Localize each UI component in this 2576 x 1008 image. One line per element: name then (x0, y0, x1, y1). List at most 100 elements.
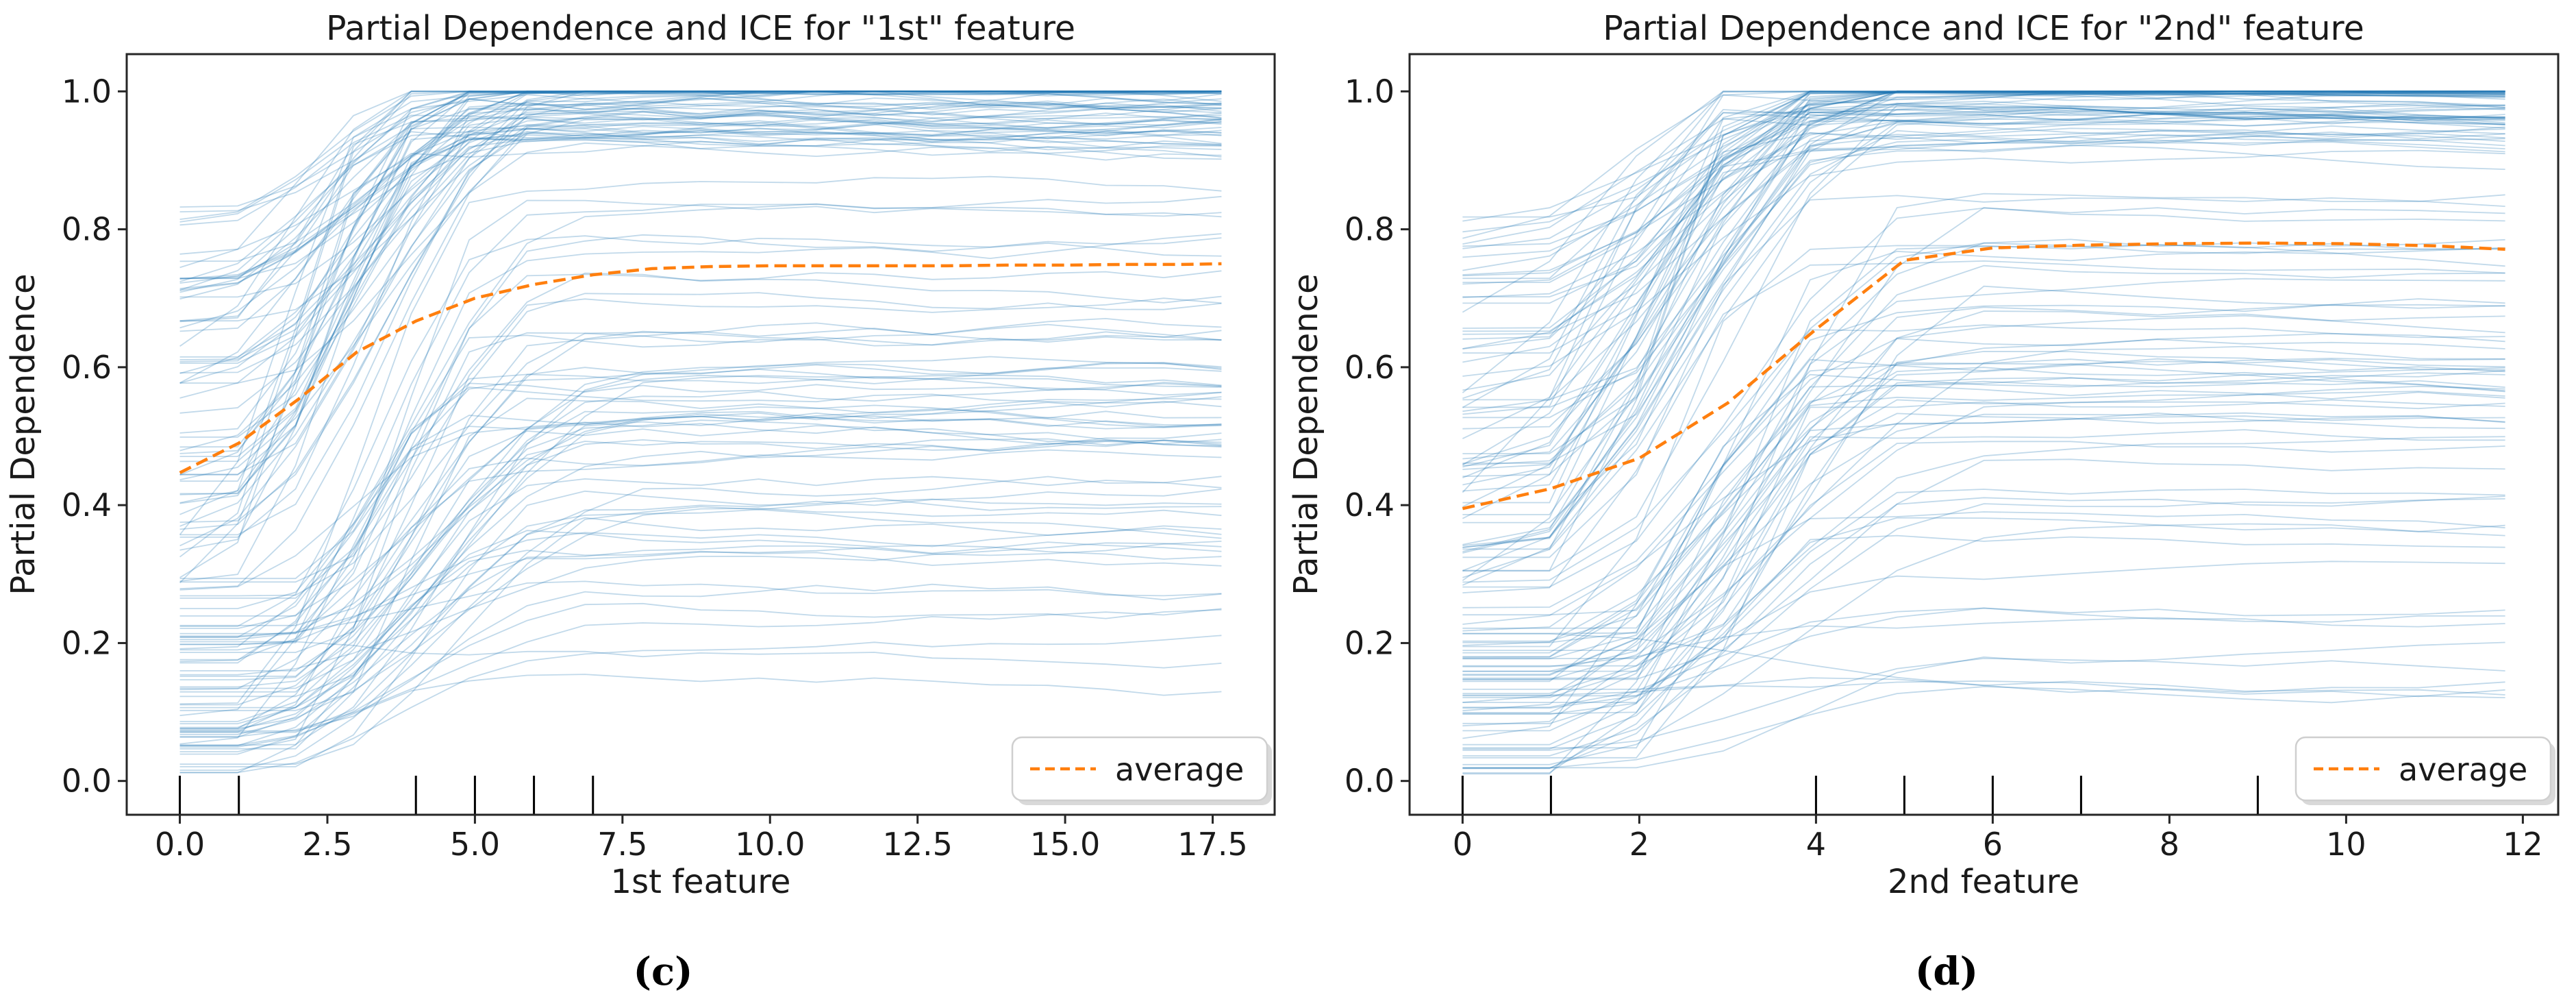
y-tick-label: 0.8 (62, 211, 112, 248)
ice-curve (179, 114, 1222, 226)
ice-curve (179, 175, 1222, 705)
ice-curve (179, 90, 1222, 448)
ice-curve (179, 374, 1222, 629)
ice-curve (1462, 90, 2505, 393)
ice-curve (1462, 92, 2505, 486)
rug-marks (179, 776, 595, 815)
ice-curve (179, 116, 1222, 527)
ice-curve (1462, 100, 2505, 391)
ice-curve (179, 124, 1222, 584)
ice-curve (1462, 90, 2505, 258)
ice-curve (179, 90, 1222, 280)
ice-curve (1462, 101, 2505, 222)
ice-curve (1462, 90, 2505, 363)
ice-curve (1462, 413, 2505, 698)
ice-curve (1462, 304, 2505, 683)
ice-curve (1462, 358, 2505, 672)
ice-curve (179, 130, 1222, 504)
ice-curve (1462, 106, 2505, 245)
ice-curve (179, 95, 1222, 476)
ice-curve (1462, 498, 2505, 757)
ice-curve (179, 541, 1222, 641)
ice-curve (179, 432, 1222, 724)
ice-curve (1462, 534, 2505, 703)
ice-curve (1462, 107, 2505, 332)
y-tick-label: 0.6 (62, 349, 112, 386)
ice-curve (179, 117, 1222, 284)
subfigure-caption-d: (d) (1915, 949, 1978, 994)
ice-curve (1462, 90, 2505, 460)
ice-curve (1462, 90, 2505, 468)
ice-curve (1462, 561, 2505, 724)
ice-curve (1462, 90, 2505, 466)
ice-curve (179, 373, 1222, 745)
ice-curve (179, 517, 1222, 733)
ice-curve (1462, 107, 2505, 493)
y-axis-ticks: 0.0 0.2 0.4 0.6 0.8 1.0 (62, 73, 127, 800)
ice-curve (1462, 90, 2505, 233)
ice-curve (1462, 415, 2505, 713)
ice-curve (179, 103, 1222, 482)
ice-curve (1462, 103, 2505, 298)
ice-curve (1462, 657, 2505, 751)
ice-curve (1462, 122, 2505, 335)
ice-curve (1462, 633, 2505, 696)
ice-curve (179, 330, 1222, 693)
x-tick-label: 5.0 (450, 826, 500, 863)
ice-curve (179, 449, 1222, 730)
ice-curve (1462, 523, 2505, 765)
legend-frame (1011, 736, 1268, 802)
ice-curve (1462, 332, 2505, 632)
ice-curve (1462, 94, 2505, 581)
x-axis-ticks: 0 2 4 6 8 10 12 (1453, 815, 2543, 863)
ice-curve (179, 476, 1222, 771)
plot-title: Partial Dependence and ICE for "1st" fea… (326, 9, 1075, 48)
ice-curve (179, 382, 1222, 580)
ice-curve (1462, 680, 2505, 698)
ice-curve (1462, 238, 2505, 609)
ice-curve (179, 415, 1222, 638)
ice-curve (179, 90, 1222, 434)
x-tick-label: 2.5 (302, 826, 352, 863)
ice-curve (179, 90, 1222, 399)
ice-curve (1462, 607, 2505, 708)
ice-curve (1462, 125, 2505, 478)
ice-curve (1462, 517, 2505, 770)
ice-curve (179, 97, 1222, 384)
ice-curve (179, 131, 1222, 282)
ice-curve (179, 270, 1222, 645)
ice-curve (179, 90, 1222, 293)
ice-curve (1462, 90, 2505, 280)
ice-curve (1462, 511, 2505, 675)
ice-curve (1462, 108, 2505, 504)
ice-curve (179, 583, 1222, 732)
ice-curve (179, 323, 1222, 597)
ice-curve (179, 234, 1222, 733)
ice-curve (1462, 412, 2505, 703)
ice-curve (179, 90, 1222, 547)
ice-curve (179, 97, 1222, 457)
ice-curve (1462, 399, 2505, 749)
ice-curve (179, 90, 1222, 269)
ice-curve (179, 317, 1222, 752)
ice-curve (1462, 102, 2505, 247)
y-axis-label: Partial Dependence (1287, 273, 1325, 595)
x-tick-label: 4 (1806, 826, 1826, 863)
ice-curve (1462, 677, 2505, 693)
ice-curve (179, 199, 1222, 635)
ice-curve (179, 362, 1222, 746)
ice-curve (1462, 429, 2505, 651)
ice-curve (1462, 362, 2505, 635)
ice-curve (179, 110, 1222, 322)
ice-curve (179, 90, 1222, 280)
x-tick-label: 10.0 (735, 826, 805, 863)
ice-curve (1462, 112, 2505, 408)
ice-curve (1462, 378, 2505, 658)
ice-curve (1462, 350, 2505, 697)
ice-curve (179, 476, 1222, 774)
ice-curve (1462, 384, 2505, 775)
ice-curve (1462, 193, 2505, 679)
ice-curve (1462, 91, 2505, 548)
ice-curve (179, 90, 1222, 358)
